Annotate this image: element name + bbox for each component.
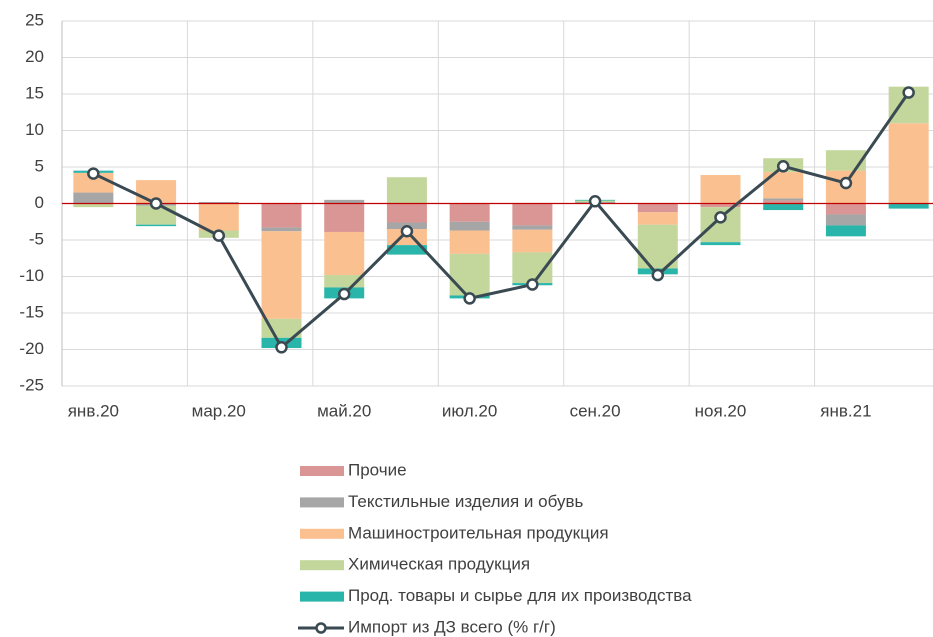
legend-label: Импорт из ДЗ всего (% г/г)	[348, 617, 556, 636]
bar-segment	[637, 203, 678, 213]
legend-label: Машиностроительная продукция	[348, 523, 609, 542]
bar-segment	[888, 123, 929, 204]
x-tick-label: янв.20	[68, 401, 119, 420]
line-marker	[902, 86, 915, 99]
x-tick-label: сен.20	[570, 401, 621, 420]
line-marker	[651, 268, 665, 282]
y-tick-label: 0	[35, 193, 44, 212]
y-tick-label: 20	[25, 47, 44, 66]
line-marker	[400, 224, 414, 238]
legend-label: Текстильные изделия и обувь	[348, 492, 583, 511]
line-series	[92, 91, 910, 350]
bar-segment	[386, 245, 427, 255]
bar-segment	[261, 318, 302, 338]
y-tick-label: -5	[29, 229, 44, 248]
bar-segment	[449, 230, 490, 254]
legend-swatch	[300, 528, 344, 539]
y-tick-label: -10	[19, 266, 44, 285]
line-marker	[212, 229, 226, 242]
legend-label: Химическая продукция	[348, 555, 530, 574]
bar-segment	[700, 175, 741, 204]
bar-segment	[198, 202, 239, 204]
line-marker	[588, 195, 602, 208]
line-marker	[463, 292, 476, 305]
bar-segment	[763, 200, 804, 204]
legend-swatch	[300, 466, 344, 476]
y-tick-label: 15	[25, 83, 44, 102]
legend-swatch	[300, 560, 344, 571]
bar-segment	[261, 227, 302, 232]
bar-segment	[825, 225, 866, 237]
y-tick-label: -25	[19, 375, 44, 394]
x-tick-label: янв.21	[820, 401, 871, 420]
bar-segment	[637, 212, 678, 225]
y-tick-label: -15	[19, 302, 44, 321]
bar-segment	[261, 231, 302, 319]
legend-swatch	[300, 497, 344, 508]
bar-segment	[386, 177, 427, 204]
bar-segment	[700, 203, 741, 208]
bar-segment	[763, 203, 804, 211]
bar-segment	[825, 203, 866, 215]
bar-segment	[324, 203, 365, 232]
line-marker	[714, 211, 727, 224]
bar-segment	[888, 203, 929, 209]
line-marker	[776, 160, 790, 173]
bar-segment	[136, 224, 177, 227]
bar-segment	[386, 203, 427, 223]
y-tick-label: -20	[19, 339, 44, 358]
bar-segment	[73, 203, 114, 208]
line-marker	[337, 287, 351, 301]
x-tick-label: июл.20	[442, 401, 497, 420]
bar-segment	[825, 214, 866, 226]
bar-segment	[449, 253, 490, 296]
line-marker	[149, 197, 163, 210]
legend-swatch	[300, 591, 344, 602]
legend-label: Прочие	[348, 460, 407, 479]
x-tick-label: мар.20	[192, 401, 246, 420]
bar-segment	[700, 242, 741, 246]
legend-label: Прод. товары и сырье для их производства	[348, 586, 692, 605]
bar-segment	[73, 192, 114, 204]
line-marker	[839, 176, 853, 190]
bar-segment	[449, 221, 490, 231]
line-marker	[526, 278, 539, 291]
bar-segment	[512, 225, 553, 230]
bar-segment	[825, 150, 866, 171]
bar-segment	[198, 203, 239, 231]
bar-segment	[763, 198, 804, 201]
bar-segment	[512, 203, 553, 226]
bar-segment	[136, 205, 177, 225]
bar-segment	[512, 229, 553, 253]
bar-segment	[324, 199, 365, 204]
x-tick-label: ноя.20	[695, 401, 747, 420]
bar-segment	[261, 203, 302, 228]
line-marker	[275, 341, 288, 354]
y-tick-label: 10	[25, 120, 44, 139]
bar-segment	[449, 203, 490, 222]
legend-marker	[315, 622, 327, 634]
y-tick-label: 25	[25, 10, 44, 29]
y-tick-label: 5	[35, 156, 44, 175]
x-tick-label: май.20	[317, 401, 371, 420]
bar-segment	[324, 231, 365, 276]
line-marker	[87, 167, 100, 180]
